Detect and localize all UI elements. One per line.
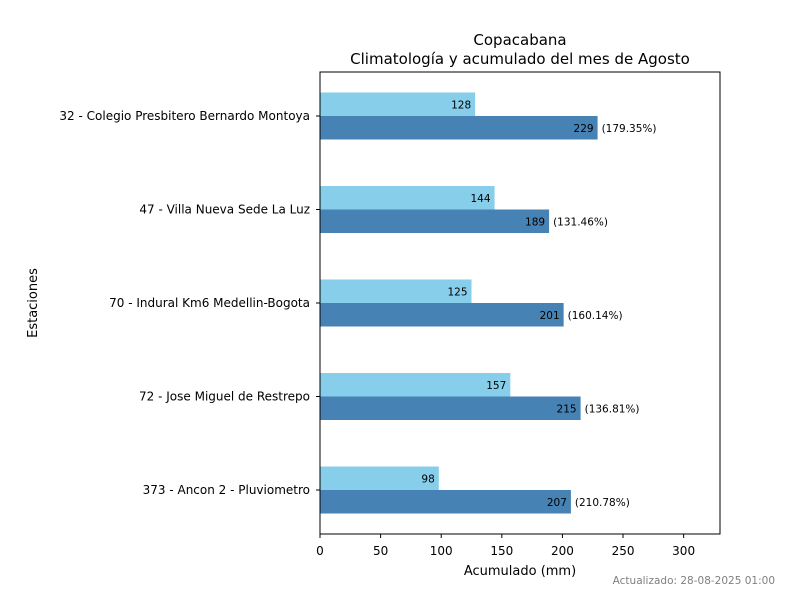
bar-value-label: 144 — [470, 193, 490, 205]
bar-accumulated — [320, 396, 581, 420]
bar-percent-label: (160.14%) — [568, 310, 623, 322]
bar-percent-label: (179.35%) — [602, 123, 657, 135]
bar-value-label: 189 — [525, 216, 545, 228]
bar-climatology — [320, 373, 511, 397]
y-tick-label: 32 - Colegio Presbitero Bernardo Montoya — [59, 109, 310, 123]
x-axis-label: Acumulado (mm) — [464, 564, 576, 579]
bars-group: 128 229 (179.35%) 144 189 (131.46%) 125 201 (160… — [320, 92, 657, 514]
y-tick-label: 72 - Jose Miguel de Restrepo — [139, 390, 310, 404]
bar-percent-label: (136.81%) — [585, 403, 640, 415]
y-tick-label: 70 - Indural Km6 Medellin-Bogota — [109, 296, 310, 310]
x-tick-label: 50 — [373, 544, 388, 558]
y-tick-labels-group: 32 - Colegio Presbitero Bernardo Montoya… — [59, 109, 320, 497]
chart-title: Copacabana — [473, 31, 566, 49]
bar-climatology — [320, 466, 439, 490]
bar-value-label: 157 — [486, 380, 506, 392]
bar-value-label: 98 — [421, 473, 434, 485]
bar-value-label: 215 — [557, 403, 577, 415]
bar-value-label: 229 — [574, 123, 594, 135]
x-tick-label: 300 — [672, 544, 695, 558]
bar-climatology — [320, 92, 476, 116]
bar-percent-label: (131.46%) — [553, 216, 608, 228]
x-tick-label: 100 — [430, 544, 453, 558]
bar-accumulated — [320, 303, 564, 327]
y-axis-label: Estaciones — [26, 268, 41, 338]
y-tick-label: 47 - Villa Nueva Sede La Luz — [139, 203, 310, 217]
x-tick-label: 200 — [551, 544, 574, 558]
updated-timestamp: Actualizado: 28-08-2025 01:00 — [612, 575, 775, 587]
x-tick-label: 250 — [612, 544, 635, 558]
bar-value-label: 201 — [540, 310, 560, 322]
bar-climatology — [320, 279, 472, 303]
bar-value-label: 207 — [547, 497, 567, 509]
bar-accumulated — [320, 209, 550, 233]
bar-percent-label: (210.78%) — [575, 497, 630, 509]
plot-frame — [319, 71, 721, 535]
x-tick-label: 150 — [490, 544, 513, 558]
bar-value-label: 125 — [447, 286, 467, 298]
bar-accumulated — [320, 116, 598, 140]
x-tick-label: 0 — [316, 544, 324, 558]
y-tick-label: 373 - Ancon 2 - Pluviometro — [143, 483, 310, 497]
chart-subtitle: Climatología y acumulado del mes de Agos… — [350, 50, 690, 68]
bar-climatology — [320, 186, 495, 210]
bar-value-label: 128 — [451, 99, 471, 111]
bar-accumulated — [320, 490, 571, 514]
x-ticks-group: 0 50 100 150 200 250 300 — [316, 534, 695, 558]
